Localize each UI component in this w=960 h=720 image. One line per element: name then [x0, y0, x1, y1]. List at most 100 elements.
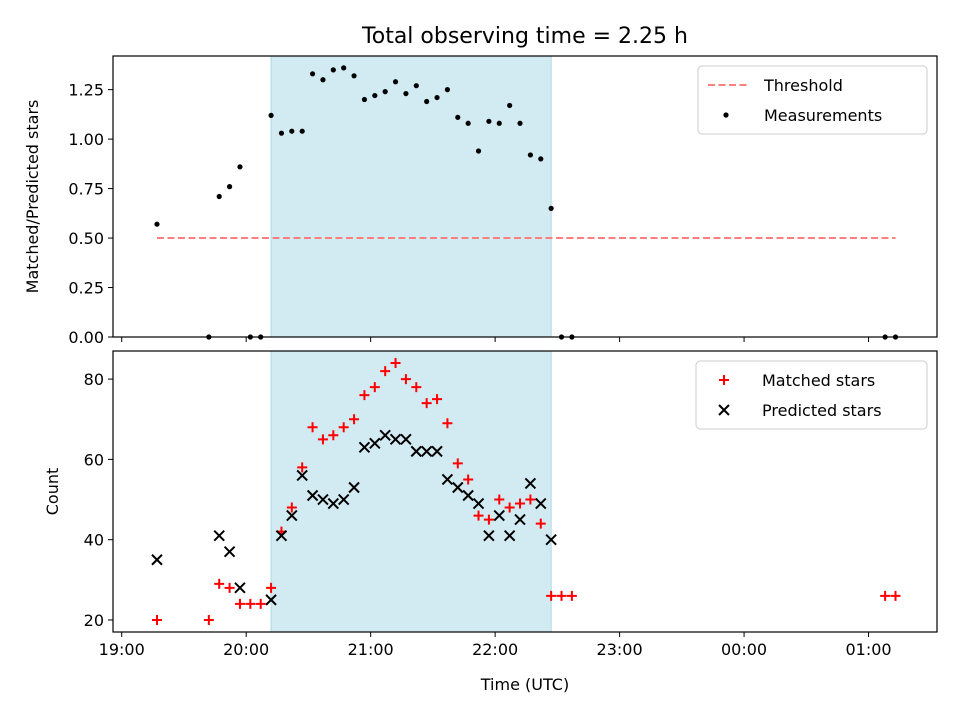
- measurement-point: [548, 205, 554, 211]
- matched-star-point: [890, 590, 901, 601]
- matched-star-point: [494, 494, 505, 505]
- matched-star-point: [359, 390, 370, 401]
- legend-label: Threshold: [763, 76, 843, 95]
- matched-star-point: [546, 590, 557, 601]
- axes-frame: [112, 55, 938, 338]
- matched-star-point: [203, 614, 214, 625]
- matched-star-point: [473, 510, 484, 521]
- measurement-point: [372, 92, 378, 99]
- measurement-point: [299, 128, 305, 134]
- measurement-point: [444, 87, 451, 93]
- predicted-star-point: [389, 433, 402, 446]
- y-axis-label-count: Count: [43, 468, 62, 516]
- predicted-star-point: [265, 594, 277, 606]
- predicted-star-point: [452, 481, 464, 494]
- predicted-star-point: [472, 497, 485, 510]
- x-tick-label: 23:00: [597, 640, 643, 659]
- matched-star-point: [556, 590, 567, 601]
- y-tick-label: 0.50: [68, 229, 104, 248]
- bottom-count-panel: 20 40 60 80 19:00 20:00 21:00 22:00 23:00 00:00 01…: [43, 350, 938, 694]
- matched-star-point: [151, 614, 162, 625]
- legend: Matched stars Predicted stars: [695, 360, 928, 430]
- measurement-point: [278, 130, 285, 136]
- measurement-point: [413, 83, 419, 89]
- x-tick-label: 22:00: [472, 640, 518, 659]
- legend-label: Measurements: [764, 106, 882, 125]
- predicted-star-point: [151, 554, 163, 566]
- x-axis-label: Time (UTC): [480, 675, 569, 694]
- predicted-stars-series: [151, 429, 557, 606]
- matched-star-point: [535, 518, 546, 529]
- figure-title: Total observing time = 2.25 h: [361, 24, 688, 49]
- measurement-point: [154, 221, 160, 227]
- matched-star-point: [880, 590, 891, 601]
- predicted-star-point: [524, 477, 537, 490]
- predicted-star-point: [327, 497, 340, 510]
- x-tick-label: 21:00: [348, 640, 394, 659]
- matched-star-point: [214, 578, 225, 589]
- predicted-star-point: [306, 489, 319, 502]
- matched-star-point: [266, 582, 277, 593]
- matched-star-point: [566, 590, 577, 601]
- measurement-point: [465, 120, 471, 126]
- matched-star-point: [411, 382, 422, 393]
- measurements-series: [154, 65, 899, 340]
- matched-star-point: [349, 414, 360, 425]
- predicted-star-point: [234, 582, 246, 594]
- legend-box: [697, 65, 928, 135]
- x-tick-label: 20:00: [223, 640, 269, 659]
- matched-star-point: [463, 474, 474, 485]
- y-tick-label: 80: [84, 370, 104, 389]
- predicted-star-point: [286, 509, 298, 522]
- measurement-point: [289, 128, 295, 134]
- matched-star-point: [400, 374, 411, 385]
- measurement-point: [424, 98, 430, 105]
- y-tick-label: 40: [84, 531, 104, 550]
- legend: Threshold Measurements: [697, 65, 928, 135]
- matched-star-point: [369, 382, 380, 393]
- measurement-point: [268, 112, 274, 118]
- predicted-star-point: [358, 441, 371, 454]
- y-tick-label: 1.25: [68, 81, 104, 100]
- measurement-point: [351, 73, 357, 79]
- measurement-point: [538, 156, 544, 162]
- measurement-point: [517, 120, 523, 126]
- measurement-point: [475, 148, 482, 154]
- measurement-point: [361, 96, 368, 103]
- measurement-point: [320, 77, 326, 83]
- matched-star-point: [421, 398, 432, 409]
- measurement-point: [226, 184, 233, 190]
- observing-window-shade: [270, 350, 552, 633]
- matched-star-point: [525, 494, 536, 505]
- predicted-star-point: [275, 529, 288, 542]
- predicted-star-point: [317, 493, 329, 506]
- predicted-star-point: [369, 437, 381, 450]
- measurement-point: [507, 102, 513, 109]
- predicted-star-point: [296, 469, 308, 482]
- matched-star-point: [442, 418, 453, 429]
- top-ratio-panel: 0.00 0.25 0.50 0.75 1.00 1.25 Matched/Predicte…: [23, 55, 938, 347]
- matched-star-point: [452, 458, 463, 469]
- matched-star-point: [380, 366, 391, 377]
- legend-box: [695, 360, 928, 430]
- predicted-star-point: [213, 529, 225, 542]
- matched-stars-series: [151, 358, 901, 625]
- matched-star-point: [504, 502, 515, 513]
- x-tick-label: 19:00: [99, 640, 145, 659]
- measurement-point: [382, 89, 388, 95]
- measurement-point: [216, 193, 222, 200]
- y-tick-label: 1.00: [68, 130, 104, 149]
- measurement-point: [434, 94, 440, 101]
- observing-window-shade: [270, 55, 552, 338]
- legend-predicted-swatch: [718, 404, 730, 416]
- matched-star-point: [317, 434, 328, 445]
- legend-label: Matched stars: [762, 371, 875, 390]
- matched-star-point: [224, 582, 235, 593]
- measurement-point: [237, 164, 243, 170]
- predicted-star-point: [431, 445, 443, 458]
- matched-star-point: [328, 430, 339, 441]
- measurement-point: [527, 152, 533, 158]
- predicted-star-point: [514, 513, 526, 526]
- measurement-point: [486, 118, 492, 124]
